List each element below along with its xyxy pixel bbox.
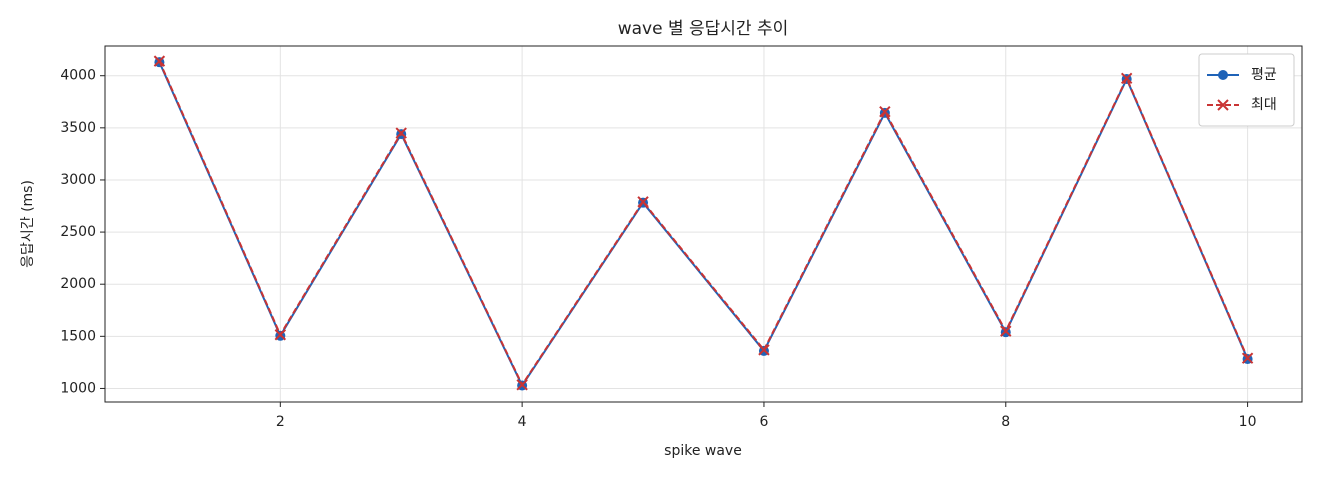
y-tick-label: 4000 [60, 68, 96, 84]
x-tick-label: 10 [1239, 414, 1257, 430]
legend-marker [1217, 99, 1229, 111]
y-axis-label: 응답시간 (ms) [20, 180, 36, 268]
y-tick-label: 2000 [60, 276, 96, 292]
y-tick-label: 2500 [60, 224, 96, 240]
marker [758, 344, 770, 356]
legend-marker [1218, 70, 1228, 80]
marker [1000, 325, 1012, 337]
marker [153, 55, 166, 67]
marker [1241, 352, 1254, 364]
series-line [158, 61, 1249, 388]
marker [274, 329, 287, 341]
chart-title: wave 별 응답시간 추이 [618, 19, 789, 39]
legend-box [1198, 53, 1295, 127]
series-line [158, 60, 1249, 387]
marker [879, 105, 891, 118]
x-tick-label: 4 [518, 414, 527, 430]
x-axis-label: spike wave [664, 443, 742, 459]
marker [395, 127, 407, 139]
marker [637, 196, 649, 208]
y-tick-label: 1500 [60, 328, 96, 344]
x-tick-label: 6 [759, 414, 768, 430]
legend-label: 최대 [1251, 97, 1277, 113]
marker [516, 379, 528, 391]
y-tick-label: 3000 [60, 172, 96, 188]
x-tick-label: 2 [276, 414, 285, 430]
legend-label: 평균 [1251, 67, 1277, 83]
y-tick-label: 1000 [60, 380, 96, 396]
marker [1120, 72, 1133, 85]
plot-frame [104, 45, 1303, 403]
x-tick-label: 8 [1001, 414, 1010, 430]
y-tick-label: 3500 [60, 120, 96, 136]
